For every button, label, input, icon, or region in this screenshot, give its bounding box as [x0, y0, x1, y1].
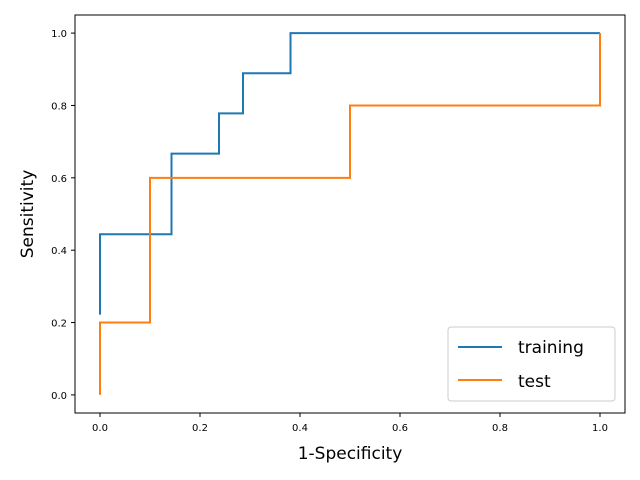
y-tick-label: 1.0 [51, 29, 67, 40]
legend-label-training: training [518, 338, 584, 358]
legend-label-test: test [518, 372, 551, 392]
legend-frame [447, 326, 616, 402]
series-line-training [99, 32, 600, 315]
y-tick-label: 0.8 [51, 101, 67, 112]
y-axis-label: Sensitivity [18, 170, 38, 259]
plot-area [74, 14, 626, 414]
series-line-test [99, 33, 601, 395]
y-tick-label: 0.2 [51, 319, 67, 330]
x-axis: 0.0 0.2 0.4 0.6 0.8 1.0 [92, 413, 608, 434]
x-tick-label: 0.2 [192, 423, 208, 434]
x-tick-label: 1.0 [592, 423, 608, 434]
axes-frame [74, 14, 626, 414]
y-tick-label: 0.0 [51, 391, 67, 402]
legend: training test [447, 326, 616, 402]
x-axis-label: 1-Specificity [298, 444, 403, 464]
y-axis: 0.0 0.2 0.4 0.6 0.8 1.0 [51, 29, 75, 402]
x-tick-label: 0.0 [92, 423, 108, 434]
x-tick-label: 0.6 [392, 423, 408, 434]
y-tick-label: 0.4 [51, 246, 67, 257]
x-tick-label: 0.4 [292, 423, 308, 434]
x-tick-label: 0.8 [492, 423, 508, 434]
y-tick-label: 0.6 [51, 174, 67, 185]
